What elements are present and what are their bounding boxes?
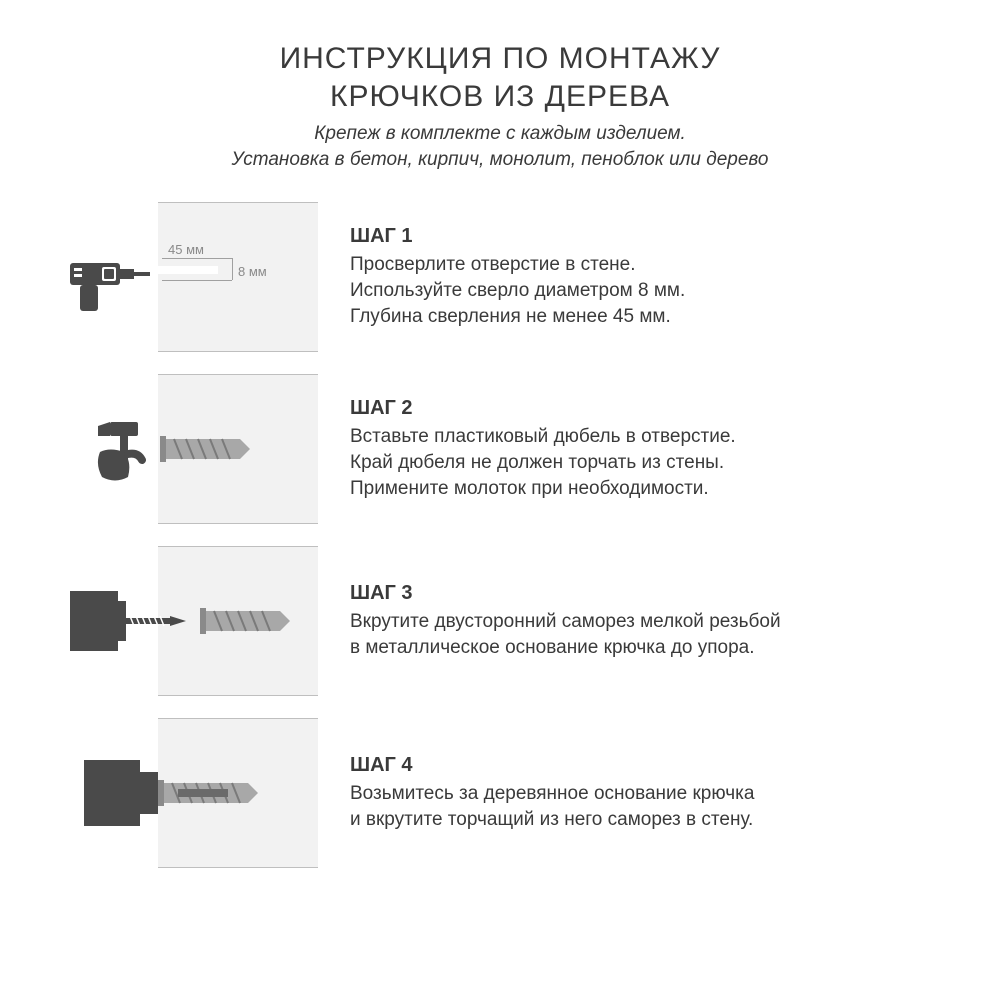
step-3-illustration [60, 546, 320, 696]
hammer-icon [80, 422, 150, 487]
dowel-icon [158, 780, 258, 806]
step-body: Вкрутите двусторонний саморез мелкой рез… [350, 609, 940, 660]
dowel-icon [160, 436, 250, 462]
page-subtitle: Крепеж в комплекте с каждым изделием. Ус… [60, 121, 940, 172]
hook-mount-icon [118, 601, 126, 641]
step-4-illustration [60, 718, 320, 868]
step-title: ШАГ 4 [350, 754, 940, 777]
step-2-text: ШАГ 2 Вставьте пластиковый дюбель в отве… [350, 397, 940, 501]
step-3: ШАГ 3 Вкрутите двусторонний саморез мелк… [60, 546, 940, 696]
step-4: ШАГ 4 Возьмитесь за деревянное основание… [60, 718, 940, 868]
step-1-illustration: 45 мм 8 мм [60, 202, 320, 352]
step-2-illustration [60, 374, 320, 524]
step-title: ШАГ 1 [350, 225, 940, 248]
hook-base-icon [84, 760, 140, 826]
hook-mount-icon [140, 772, 158, 814]
steps-container: 45 мм 8 мм ШАГ 1 Просверлите отверстие в… [60, 202, 940, 868]
dim-diameter-label: 8 мм [238, 264, 267, 279]
subtitle-line-2: Установка в бетон, кирпич, монолит, пено… [231, 149, 768, 170]
dowel-icon [200, 608, 290, 634]
title-line-1: ИНСТРУКЦИЯ ПО МОНТАЖУ [280, 42, 721, 75]
step-title: ШАГ 2 [350, 397, 940, 420]
step-body: Возьмитесь за деревянное основание крючк… [350, 781, 940, 832]
dim-line-icon [232, 258, 233, 280]
hook-base-icon [70, 591, 118, 651]
step-1: 45 мм 8 мм ШАГ 1 Просверлите отверстие в… [60, 202, 940, 352]
subtitle-line-1: Крепеж в комплекте с каждым изделием. [314, 123, 686, 144]
dim-depth-label: 45 мм [168, 242, 204, 257]
screw-icon [126, 614, 186, 628]
step-2: ШАГ 2 Вставьте пластиковый дюбель в отве… [60, 374, 940, 524]
drill-icon [70, 257, 150, 312]
step-3-text: ШАГ 3 Вкрутите двусторонний саморез мелк… [350, 582, 940, 660]
dim-line-icon [162, 258, 232, 259]
drill-hole-icon [158, 266, 218, 274]
title-line-2: КРЮЧКОВ ИЗ ДЕРЕВА [330, 80, 670, 113]
dim-line-icon [162, 280, 232, 281]
step-1-text: ШАГ 1 Просверлите отверстие в стене.Испо… [350, 225, 940, 329]
step-body: Вставьте пластиковый дюбель в отверстие.… [350, 424, 940, 501]
step-body: Просверлите отверстие в стене.Используйт… [350, 252, 940, 329]
page-title: ИНСТРУКЦИЯ ПО МОНТАЖУ КРЮЧКОВ ИЗ ДЕРЕВА [60, 40, 940, 115]
step-title: ШАГ 3 [350, 582, 940, 605]
step-4-text: ШАГ 4 Возьмитесь за деревянное основание… [350, 754, 940, 832]
header: ИНСТРУКЦИЯ ПО МОНТАЖУ КРЮЧКОВ ИЗ ДЕРЕВА … [60, 40, 940, 172]
